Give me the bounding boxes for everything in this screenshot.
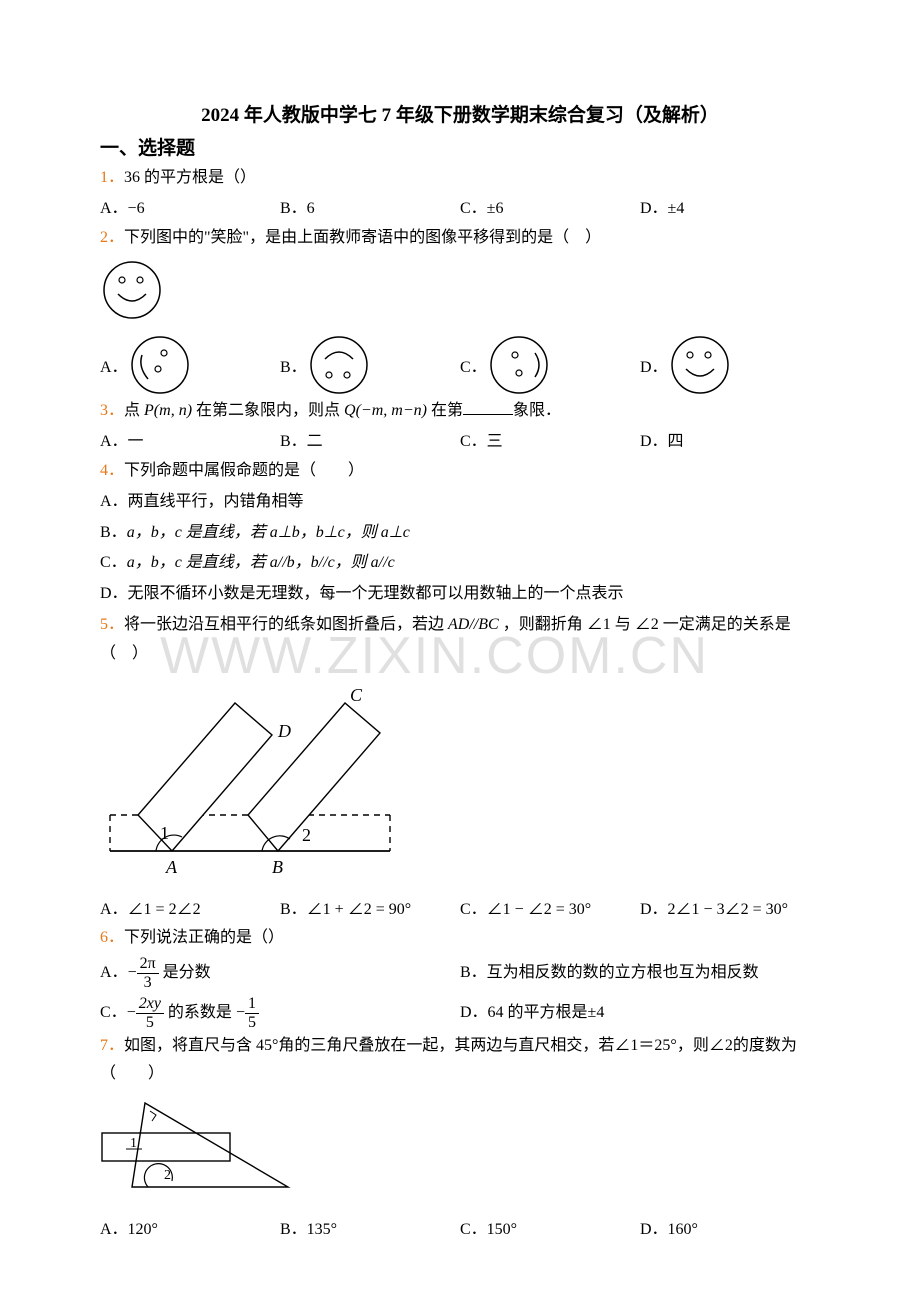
q1-text: 36 的平方根是（） <box>124 169 256 186</box>
q2-opt-a: A． <box>100 333 280 397</box>
q4-opt-a: A．两直线平行，内错角相等 <box>100 488 820 517</box>
q3-post: 象限． <box>513 402 561 419</box>
q5-opt-b: B．∠1 + ∠2 = 90° <box>280 896 460 925</box>
q3-opt-b: B．二 <box>280 428 460 457</box>
svg-text:A: A <box>165 857 178 877</box>
q3-opt-a: A．一 <box>100 428 280 457</box>
q3-opt-d: D．四 <box>640 428 820 457</box>
q6-a-den: 3 <box>137 974 159 992</box>
smiley-reference-icon <box>100 258 164 322</box>
question-3: 3．点 P(m, n) 在第二象限内，则点 Q(−m, m−n) 在第 象限． <box>100 397 820 426</box>
svg-text:C: C <box>350 685 363 705</box>
q7-opt-c: C．150° <box>460 1216 640 1245</box>
q6-c-num2: 1 <box>245 995 259 1014</box>
fold-diagram-icon: 1 2 A B D C <box>100 675 400 885</box>
q5-pre: 将一张边沿互相平行的纸条如图折叠后，若边 <box>124 616 444 633</box>
q3-options: A．一 B．二 C．三 D．四 <box>100 428 820 457</box>
q7-opt-d: D．160° <box>640 1216 820 1245</box>
smiley-b-icon <box>307 333 371 397</box>
q4-opt-c: C．a，b，c 是直线，若 a//b，b//c，则 a//c <box>100 549 820 578</box>
q5-opt-c: C．∠1 − ∠2 = 30° <box>460 896 640 925</box>
svg-text:2: 2 <box>164 1168 171 1183</box>
q6-options-row1: A．−2π3 是分数 B．互为相反数的数的立方根也互为相反数 <box>100 955 820 991</box>
q6-text: 下列说法正确的是（） <box>124 929 284 946</box>
q3-mid2: 在第 <box>431 402 463 419</box>
q5-cond: AD//BC <box>444 616 503 633</box>
q2-opt-c: C． <box>460 333 640 397</box>
q1-options: A．−6 B．6 C．±6 D．±4 <box>100 195 820 224</box>
q2-text: 下列图中的"笑脸"，是由上面教师寄语中的图像平移得到的是（ ） <box>124 229 601 246</box>
smiley-d-icon <box>668 333 732 397</box>
ruler-triangle-icon: 1 2 <box>100 1095 300 1205</box>
page-title: 2024 年人教版中学七 7 年级下册数学期末综合复习（及解析） <box>100 100 820 127</box>
question-1: 1．36 的平方根是（） <box>100 164 820 193</box>
q7-opt-b: B．135° <box>280 1216 460 1245</box>
q5-figure: 1 2 A B D C <box>100 675 820 890</box>
q1-number: 1． <box>100 169 124 186</box>
q7-number: 7． <box>100 1037 124 1054</box>
q3-p-expr: P(m, n) <box>144 402 192 419</box>
q6-a-pre: A． <box>100 964 128 981</box>
q4-number: 4． <box>100 462 124 479</box>
q5-options: A．∠1 = 2∠2 B．∠1 + ∠2 = 90° C．∠1 − ∠2 = 3… <box>100 896 820 925</box>
q6-c-frac1: 2xy5 <box>136 995 164 1031</box>
q6-a-frac: 2π3 <box>137 955 159 991</box>
q1-opt-a: A．−6 <box>100 195 280 224</box>
question-7: 7．如图，将直尺与含 45°角的三角尺叠放在一起，其两边与直尺相交，若∠1＝25… <box>100 1032 820 1090</box>
q3-blank <box>463 399 513 415</box>
q2-number: 2． <box>100 229 124 246</box>
q6-c-mid: 的系数是 <box>164 1004 236 1021</box>
svg-text:2: 2 <box>302 825 311 845</box>
q5-number: 5． <box>100 616 124 633</box>
q4-c-text: a，b，c 是直线，若 a//b，b//c，则 a//c <box>127 554 395 571</box>
q6-number: 6． <box>100 929 124 946</box>
q3-q-expr: Q(−m, m−n) <box>344 402 427 419</box>
q1-opt-b: B．6 <box>280 195 460 224</box>
q3-mid1: 在第二象限内，则点 <box>196 402 340 419</box>
q2-opt-d: D． <box>640 333 820 397</box>
smiley-a-icon <box>128 333 192 397</box>
q7-text: 如图，将直尺与含 45°角的三角尺叠放在一起，其两边与直尺相交，若∠1＝25°，… <box>100 1037 797 1083</box>
q6-c-frac2: 15 <box>245 995 259 1031</box>
q3-pre: 点 <box>124 402 140 419</box>
question-6: 6．下列说法正确的是（） <box>100 924 820 953</box>
q4-opt-b: B．a，b，c 是直线，若 a⊥b，b⊥c，则 a⊥c <box>100 519 820 548</box>
q6-a-post: 是分数 <box>159 964 211 981</box>
question-2: 2．下列图中的"笑脸"，是由上面教师寄语中的图像平移得到的是（ ） <box>100 224 820 253</box>
section-heading: 一、选择题 <box>100 133 820 160</box>
smiley-c-icon <box>487 333 551 397</box>
q6-opt-c: C．−2xy5 的系数是 −15 <box>100 995 460 1031</box>
q2-opt-b: B． <box>280 333 460 397</box>
svg-text:1: 1 <box>160 823 169 843</box>
q1-opt-d: D．±4 <box>640 195 820 224</box>
q7-figure: 1 2 <box>100 1095 820 1210</box>
q4-opt-d: D．无限不循环小数是无理数，每一个无理数都可以用数轴上的一个点表示 <box>100 580 820 609</box>
svg-text:D: D <box>277 721 291 741</box>
q6-c-den1: 5 <box>136 1014 164 1032</box>
q1-opt-c: C．±6 <box>460 195 640 224</box>
q4-c-pre: C． <box>100 554 127 571</box>
q2-options: A． B． C． D． <box>100 333 820 397</box>
q4-text: 下列命题中属假命题的是（ ） <box>124 462 364 479</box>
question-5: 5．将一张边沿互相平行的纸条如图折叠后，若边 AD//BC ，则翻折角 ∠1 与… <box>100 611 820 669</box>
q6-c-num1: 2xy <box>136 995 164 1014</box>
q6-opt-a: A．−2π3 是分数 <box>100 955 460 991</box>
q3-number: 3． <box>100 402 124 419</box>
q6-options-row2: C．−2xy5 的系数是 −15 D．64 的平方根是±4 <box>100 995 820 1031</box>
q6-a-num: 2π <box>137 955 159 974</box>
question-4: 4．下列命题中属假命题的是（ ） <box>100 457 820 486</box>
q6-c-pre: C． <box>100 1004 127 1021</box>
q6-opt-b: B．互为相反数的数的立方根也互为相反数 <box>460 959 820 988</box>
q4-b-pre: B． <box>100 524 127 541</box>
q6-c-den2: 5 <box>245 1014 259 1032</box>
q5-opt-d: D．2∠1 − 3∠2 = 30° <box>640 896 820 925</box>
q6-opt-d: D．64 的平方根是±4 <box>460 999 820 1028</box>
q2-top-face <box>100 258 820 327</box>
q7-opt-a: A．120° <box>100 1216 280 1245</box>
q7-options: A．120° B．135° C．150° D．160° <box>100 1216 820 1245</box>
q3-opt-c: C．三 <box>460 428 640 457</box>
q5-opt-a: A．∠1 = 2∠2 <box>100 896 280 925</box>
svg-text:B: B <box>272 857 283 877</box>
q4-b-text: a，b，c 是直线，若 a⊥b，b⊥c，则 a⊥c <box>127 524 410 541</box>
